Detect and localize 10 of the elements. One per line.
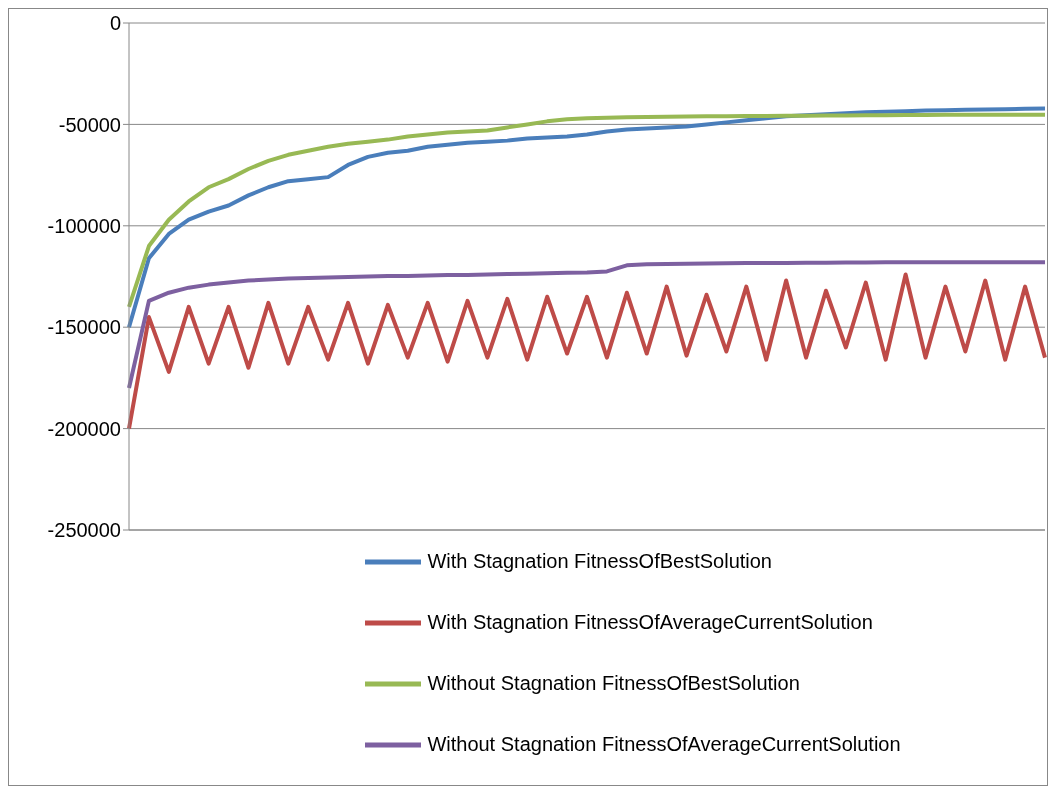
legend-label: With Stagnation FitnessOfBestSolution — [427, 550, 772, 573]
y-tick-label: 0 — [109, 12, 121, 35]
y-tick-label: -150000 — [47, 316, 121, 339]
y-tick-label: -200000 — [47, 417, 121, 440]
y-tick-label: -250000 — [47, 519, 121, 542]
legend-label: Without Stagnation FitnessOfAverageCurrentSolution — [427, 733, 901, 756]
legend-label: Without Stagnation FitnessOfBestSolution — [427, 672, 800, 695]
y-tick-label: -50000 — [58, 113, 121, 136]
legend-label: With Stagnation FitnessOfAverageCurrentSolution — [427, 611, 873, 634]
y-tick-label: -100000 — [47, 214, 121, 237]
